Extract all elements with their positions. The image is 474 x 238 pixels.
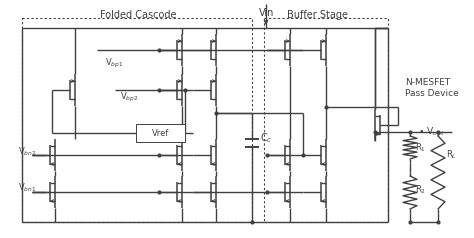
Text: R$_2$: R$_2$ xyxy=(415,184,426,196)
Text: V$_{bp2}$: V$_{bp2}$ xyxy=(120,90,138,104)
Text: Buffer Stage: Buffer Stage xyxy=(288,10,348,20)
Text: V$_{bp1}$: V$_{bp1}$ xyxy=(105,56,123,69)
Text: R$_1$: R$_1$ xyxy=(415,142,426,154)
Text: Vref: Vref xyxy=(152,129,169,138)
Bar xyxy=(136,124,185,142)
Text: Vin: Vin xyxy=(259,8,275,18)
Text: $\bullet$ V$_{out}$: $\bullet$ V$_{out}$ xyxy=(418,126,445,138)
Text: N-MESFET
Pass Device: N-MESFET Pass Device xyxy=(405,78,459,98)
Text: V$_{bn2}$: V$_{bn2}$ xyxy=(18,146,36,158)
Text: Folded Cascode: Folded Cascode xyxy=(100,10,176,20)
Text: V$_{bn1}$: V$_{bn1}$ xyxy=(18,182,36,194)
Text: R$_L$: R$_L$ xyxy=(446,149,457,161)
Text: C$_c$: C$_c$ xyxy=(260,131,273,145)
